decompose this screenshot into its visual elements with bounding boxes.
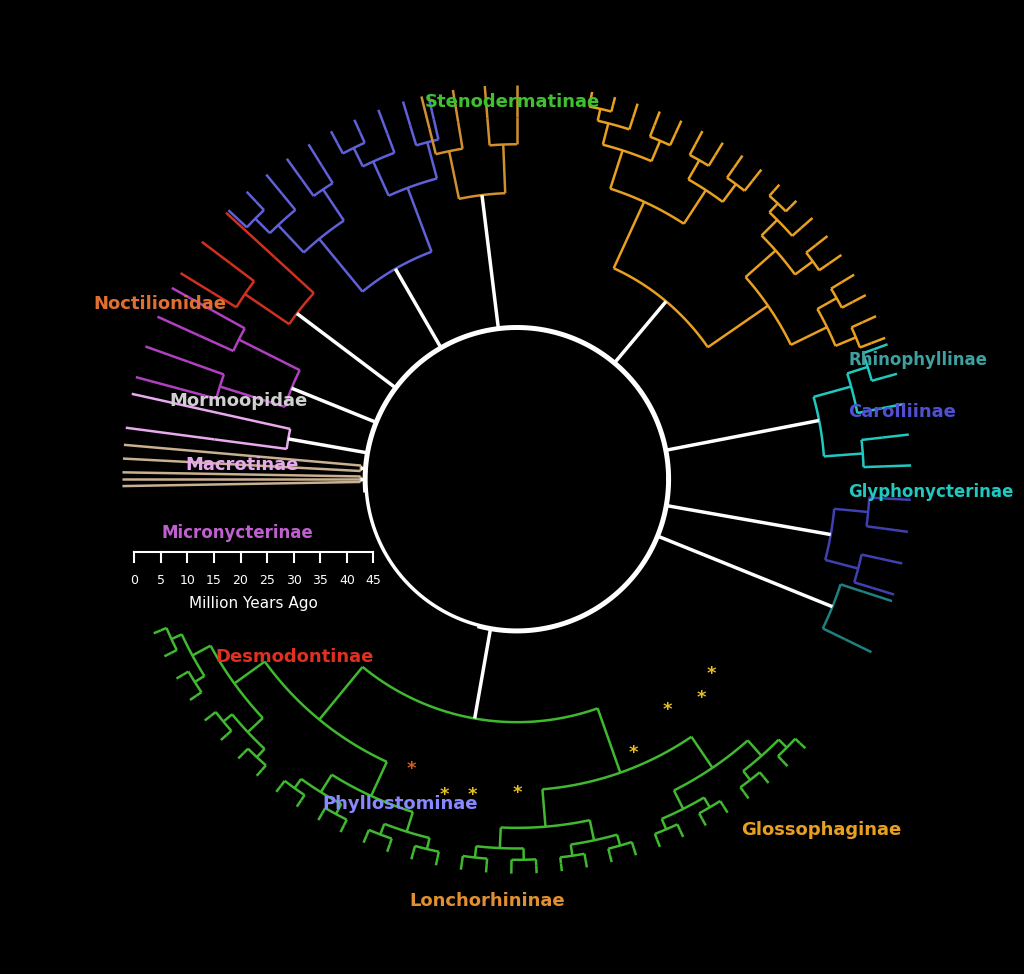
Text: Noctilionidae: Noctilionidae <box>93 295 226 313</box>
Text: 10: 10 <box>179 574 196 586</box>
Text: Stenodermatinae: Stenodermatinae <box>424 94 600 111</box>
Text: 15: 15 <box>206 574 222 586</box>
Text: Rhinophyllinae: Rhinophyllinae <box>848 352 987 369</box>
Text: Glossophaginae: Glossophaginae <box>741 821 901 839</box>
Text: Million Years Ago: Million Years Ago <box>189 596 318 611</box>
Text: Phyllostominae: Phyllostominae <box>323 795 477 812</box>
Text: *: * <box>663 701 672 719</box>
Text: Lonchorhininae: Lonchorhininae <box>410 892 565 910</box>
Text: 5: 5 <box>157 574 165 586</box>
Text: Desmodontinae: Desmodontinae <box>215 649 374 666</box>
Text: Glyphonycterinae: Glyphonycterinae <box>848 483 1014 501</box>
Text: 45: 45 <box>366 574 381 586</box>
Text: Micronycterinae: Micronycterinae <box>162 524 313 542</box>
Text: *: * <box>628 744 638 762</box>
Text: *: * <box>407 760 417 777</box>
Text: 35: 35 <box>312 574 329 586</box>
Text: Macrotinae: Macrotinae <box>185 456 299 473</box>
Text: Mormoopidae: Mormoopidae <box>169 393 307 410</box>
Text: *: * <box>696 690 706 707</box>
Text: 40: 40 <box>339 574 354 586</box>
Text: Carolliinae: Carolliinae <box>848 403 956 421</box>
Text: *: * <box>512 783 521 802</box>
Text: 30: 30 <box>286 574 302 586</box>
Text: *: * <box>707 665 717 683</box>
Text: 25: 25 <box>259 574 275 586</box>
Text: 0: 0 <box>130 574 138 586</box>
Text: *: * <box>468 786 477 804</box>
Text: *: * <box>439 786 449 804</box>
Text: 20: 20 <box>232 574 249 586</box>
